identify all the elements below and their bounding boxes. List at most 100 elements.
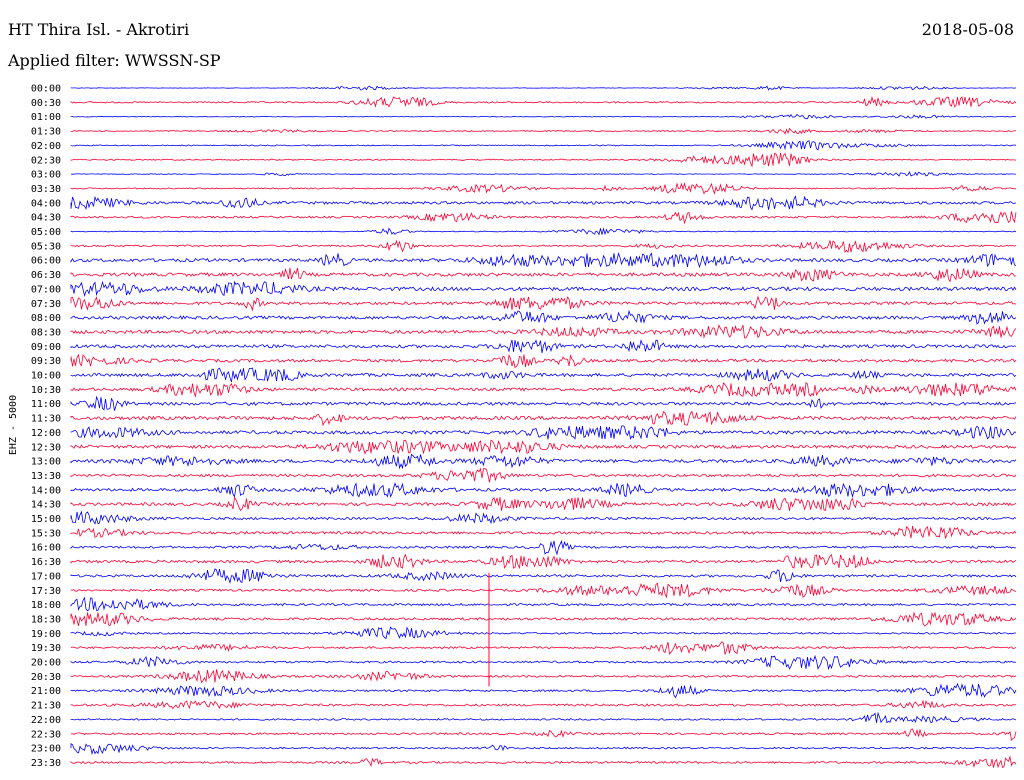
trace-line [70, 339, 1017, 354]
row-time-label: 01:30 [31, 127, 61, 138]
y-axis-label: EHZ - 5000 [8, 395, 19, 455]
trace-line [70, 381, 1017, 398]
trace-line [70, 669, 1017, 684]
row-time-label: 16:00 [31, 543, 61, 554]
row-time-label: 22:00 [31, 715, 61, 726]
trace-line [70, 195, 1017, 211]
trace-line [70, 410, 1017, 427]
trace-line [70, 252, 1017, 269]
trace-line [70, 280, 1017, 298]
trace-line [70, 353, 1017, 369]
trace-line [70, 267, 1017, 283]
row-time-label: 17:30 [31, 586, 61, 597]
trace-line [70, 482, 1017, 499]
row-time-label: 08:00 [31, 313, 61, 324]
row-time-label: 20:30 [31, 672, 61, 683]
row-time-label: 18:00 [31, 600, 61, 611]
trace-line [70, 540, 1016, 556]
trace-line [70, 140, 1017, 151]
filter-label: Applied filter: WWSSN-SP [8, 51, 221, 70]
row-time-label: 14:30 [31, 500, 61, 511]
trace-line [70, 113, 1017, 120]
row-time-label: 13:30 [31, 471, 61, 482]
row-time-label: 04:30 [31, 213, 61, 224]
trace-line [70, 611, 1017, 627]
row-time-label: 20:00 [31, 658, 61, 669]
row-time-label: 18:30 [31, 614, 61, 625]
trace-line [70, 439, 1017, 455]
trace-line [70, 525, 1017, 539]
trace-line [70, 496, 1017, 512]
trace-line [70, 654, 1017, 671]
row-time-label: 10:00 [31, 371, 61, 382]
row-time-label: 02:00 [31, 141, 61, 152]
trace-line [70, 553, 1017, 570]
trace-line [70, 467, 1017, 483]
trace-line [70, 728, 1017, 741]
row-time-label: 19:00 [31, 629, 61, 640]
trace-line [70, 171, 1016, 177]
row-time-label: 11:30 [31, 414, 61, 425]
trace-line [70, 568, 1017, 585]
trace-line [70, 211, 1017, 225]
trace-line [70, 295, 1017, 312]
trace-line [70, 85, 1017, 91]
row-time-label: 07:00 [31, 284, 61, 295]
trace-line [70, 324, 1017, 339]
row-time-label: 03:30 [31, 184, 61, 195]
row-time-label: 09:30 [31, 356, 61, 367]
row-time-label: 12:30 [31, 442, 61, 453]
row-time-label: 04:00 [31, 198, 61, 209]
row-time-label: 16:30 [31, 557, 61, 568]
trace-line [70, 699, 1017, 710]
row-time-label: 17:00 [31, 571, 61, 582]
row-time-label: 07:30 [31, 299, 61, 310]
row-time-label: 09:00 [31, 342, 61, 353]
trace-line [70, 239, 1017, 254]
trace-line [70, 367, 1017, 383]
trace-line [70, 742, 1017, 756]
row-time-label: 08:30 [31, 327, 61, 338]
row-time-label: 23:30 [31, 758, 61, 769]
trace-line [70, 227, 1017, 236]
trace-line [70, 755, 1017, 769]
row-time-label: 05:00 [31, 227, 61, 238]
row-time-label: 02:30 [31, 155, 61, 166]
trace-line [70, 309, 1017, 325]
row-time-label: 19:30 [31, 643, 61, 654]
row-time-label: 21:30 [31, 701, 61, 712]
row-time-label: 03:00 [31, 170, 61, 181]
trace-line [70, 453, 1017, 470]
row-time-label: 22:30 [31, 729, 61, 740]
station-title: HT Thira Isl. - Akrotiri [8, 20, 190, 39]
row-time-label: 23:00 [31, 744, 61, 755]
row-time-label: 00:30 [31, 98, 61, 109]
trace-line [70, 127, 1017, 135]
row-time-label: 21:00 [31, 686, 61, 697]
trace-line [70, 510, 1017, 525]
row-time-label: 05:30 [31, 241, 61, 252]
row-time-label: 13:00 [31, 457, 61, 468]
row-time-label: 15:00 [31, 514, 61, 525]
trace-line [70, 152, 1017, 168]
row-time-label: 01:00 [31, 112, 61, 123]
row-time-label: 00:00 [31, 84, 61, 95]
record-date: 2018-05-08 [921, 20, 1014, 39]
trace-line [70, 395, 1017, 411]
row-time-label: 06:00 [31, 256, 61, 267]
trace-line [70, 95, 1017, 108]
row-time-label: 12:00 [31, 428, 61, 439]
trace-line [70, 181, 1016, 195]
row-time-label: 10:30 [31, 385, 61, 396]
trace-line [70, 711, 1017, 724]
trace-line [70, 626, 1016, 640]
row-time-label: 11:00 [31, 399, 61, 410]
trace-line [70, 582, 1017, 599]
trace-line [70, 641, 1017, 655]
row-time-label: 14:00 [31, 485, 61, 496]
trace-line [70, 425, 1017, 440]
row-time-label: 15:30 [31, 528, 61, 539]
trace-line [70, 682, 1017, 699]
row-time-label: 06:30 [31, 270, 61, 281]
